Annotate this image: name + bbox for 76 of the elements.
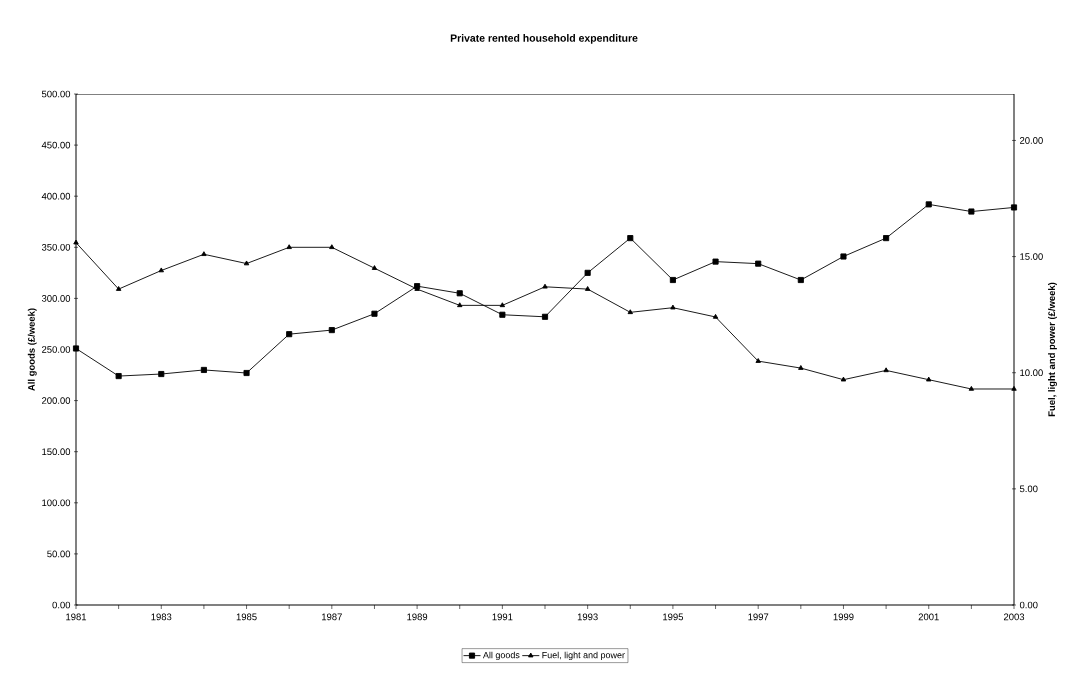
y2-tick-label: 15.00 (1020, 253, 1043, 260)
y-axis-title: All goods (£/week) (27, 308, 37, 391)
x-tick-label: 1985 (236, 613, 257, 621)
x-tick-label: 1983 (151, 613, 172, 621)
chart-title: Private rented household expenditure (450, 34, 638, 44)
point (499, 302, 506, 308)
point (1011, 385, 1017, 391)
point (541, 313, 549, 320)
point (73, 239, 79, 245)
y-tick-label: 100.00 (42, 499, 71, 507)
point (627, 309, 633, 315)
x-tick-label: 1997 (748, 613, 769, 621)
point (755, 358, 761, 363)
x-tick-label: 1989 (407, 613, 428, 621)
point (670, 304, 676, 310)
point (329, 244, 335, 250)
point (925, 201, 932, 208)
y-tick-label: 400.00 (41, 192, 71, 200)
point (712, 258, 719, 265)
point (840, 376, 847, 382)
point (201, 251, 207, 257)
y-tick-label: 500.00 (41, 90, 71, 98)
y-tick-label: 150.00 (42, 448, 71, 456)
point (968, 208, 975, 215)
y2-tick-label: 5.00 (1019, 485, 1038, 493)
point (840, 253, 847, 260)
point (797, 276, 804, 284)
y-tick-label: 300.00 (41, 295, 71, 302)
point (371, 310, 378, 317)
y-tick-label: 200.00 (42, 397, 71, 404)
point (115, 286, 122, 291)
y2-axis-title: Fuel, light and power (£/week) (1048, 282, 1057, 417)
point (286, 244, 292, 250)
point (584, 269, 591, 276)
y-tick-label: 250.00 (42, 346, 71, 353)
point (456, 290, 463, 297)
y2-tick-label: 10.00 (1020, 369, 1043, 377)
legend-label: Fuel, light and power (542, 651, 625, 660)
point (243, 369, 250, 377)
point (926, 376, 932, 382)
y-tick-label: 350.00 (41, 243, 71, 251)
point (499, 311, 506, 318)
point (457, 302, 463, 308)
point (669, 276, 676, 284)
point (286, 331, 293, 338)
point (584, 286, 591, 291)
y-tick-label: 450.00 (41, 141, 71, 149)
point (371, 265, 378, 270)
y-tick-label: 50.00 (47, 550, 71, 558)
point (712, 313, 719, 319)
y2-tick-label: 0.00 (1019, 601, 1038, 609)
x-tick-label: 2003 (1003, 613, 1025, 621)
point (968, 385, 975, 391)
legend-label: All goods (482, 651, 520, 660)
x-tick-label: 1993 (577, 613, 598, 621)
x-tick-label: 1987 (322, 613, 342, 621)
point (328, 327, 335, 334)
x-tick-label: 1991 (492, 613, 513, 621)
point (158, 370, 165, 378)
x-tick-label: 1981 (66, 613, 87, 621)
point (200, 366, 207, 373)
point (243, 260, 250, 266)
point (798, 365, 804, 370)
y2-tick-label: 20.00 (1019, 137, 1043, 144)
x-tick-label: 2001 (918, 613, 939, 621)
x-tick-label: 1999 (833, 613, 854, 621)
point (883, 235, 890, 242)
point (542, 283, 548, 289)
point (883, 367, 889, 373)
point (158, 267, 164, 273)
y-tick-label: 0.00 (52, 601, 71, 609)
point (627, 235, 634, 242)
point (115, 373, 122, 380)
point (755, 260, 762, 267)
x-tick-label: 1995 (663, 613, 684, 621)
point (72, 345, 80, 352)
